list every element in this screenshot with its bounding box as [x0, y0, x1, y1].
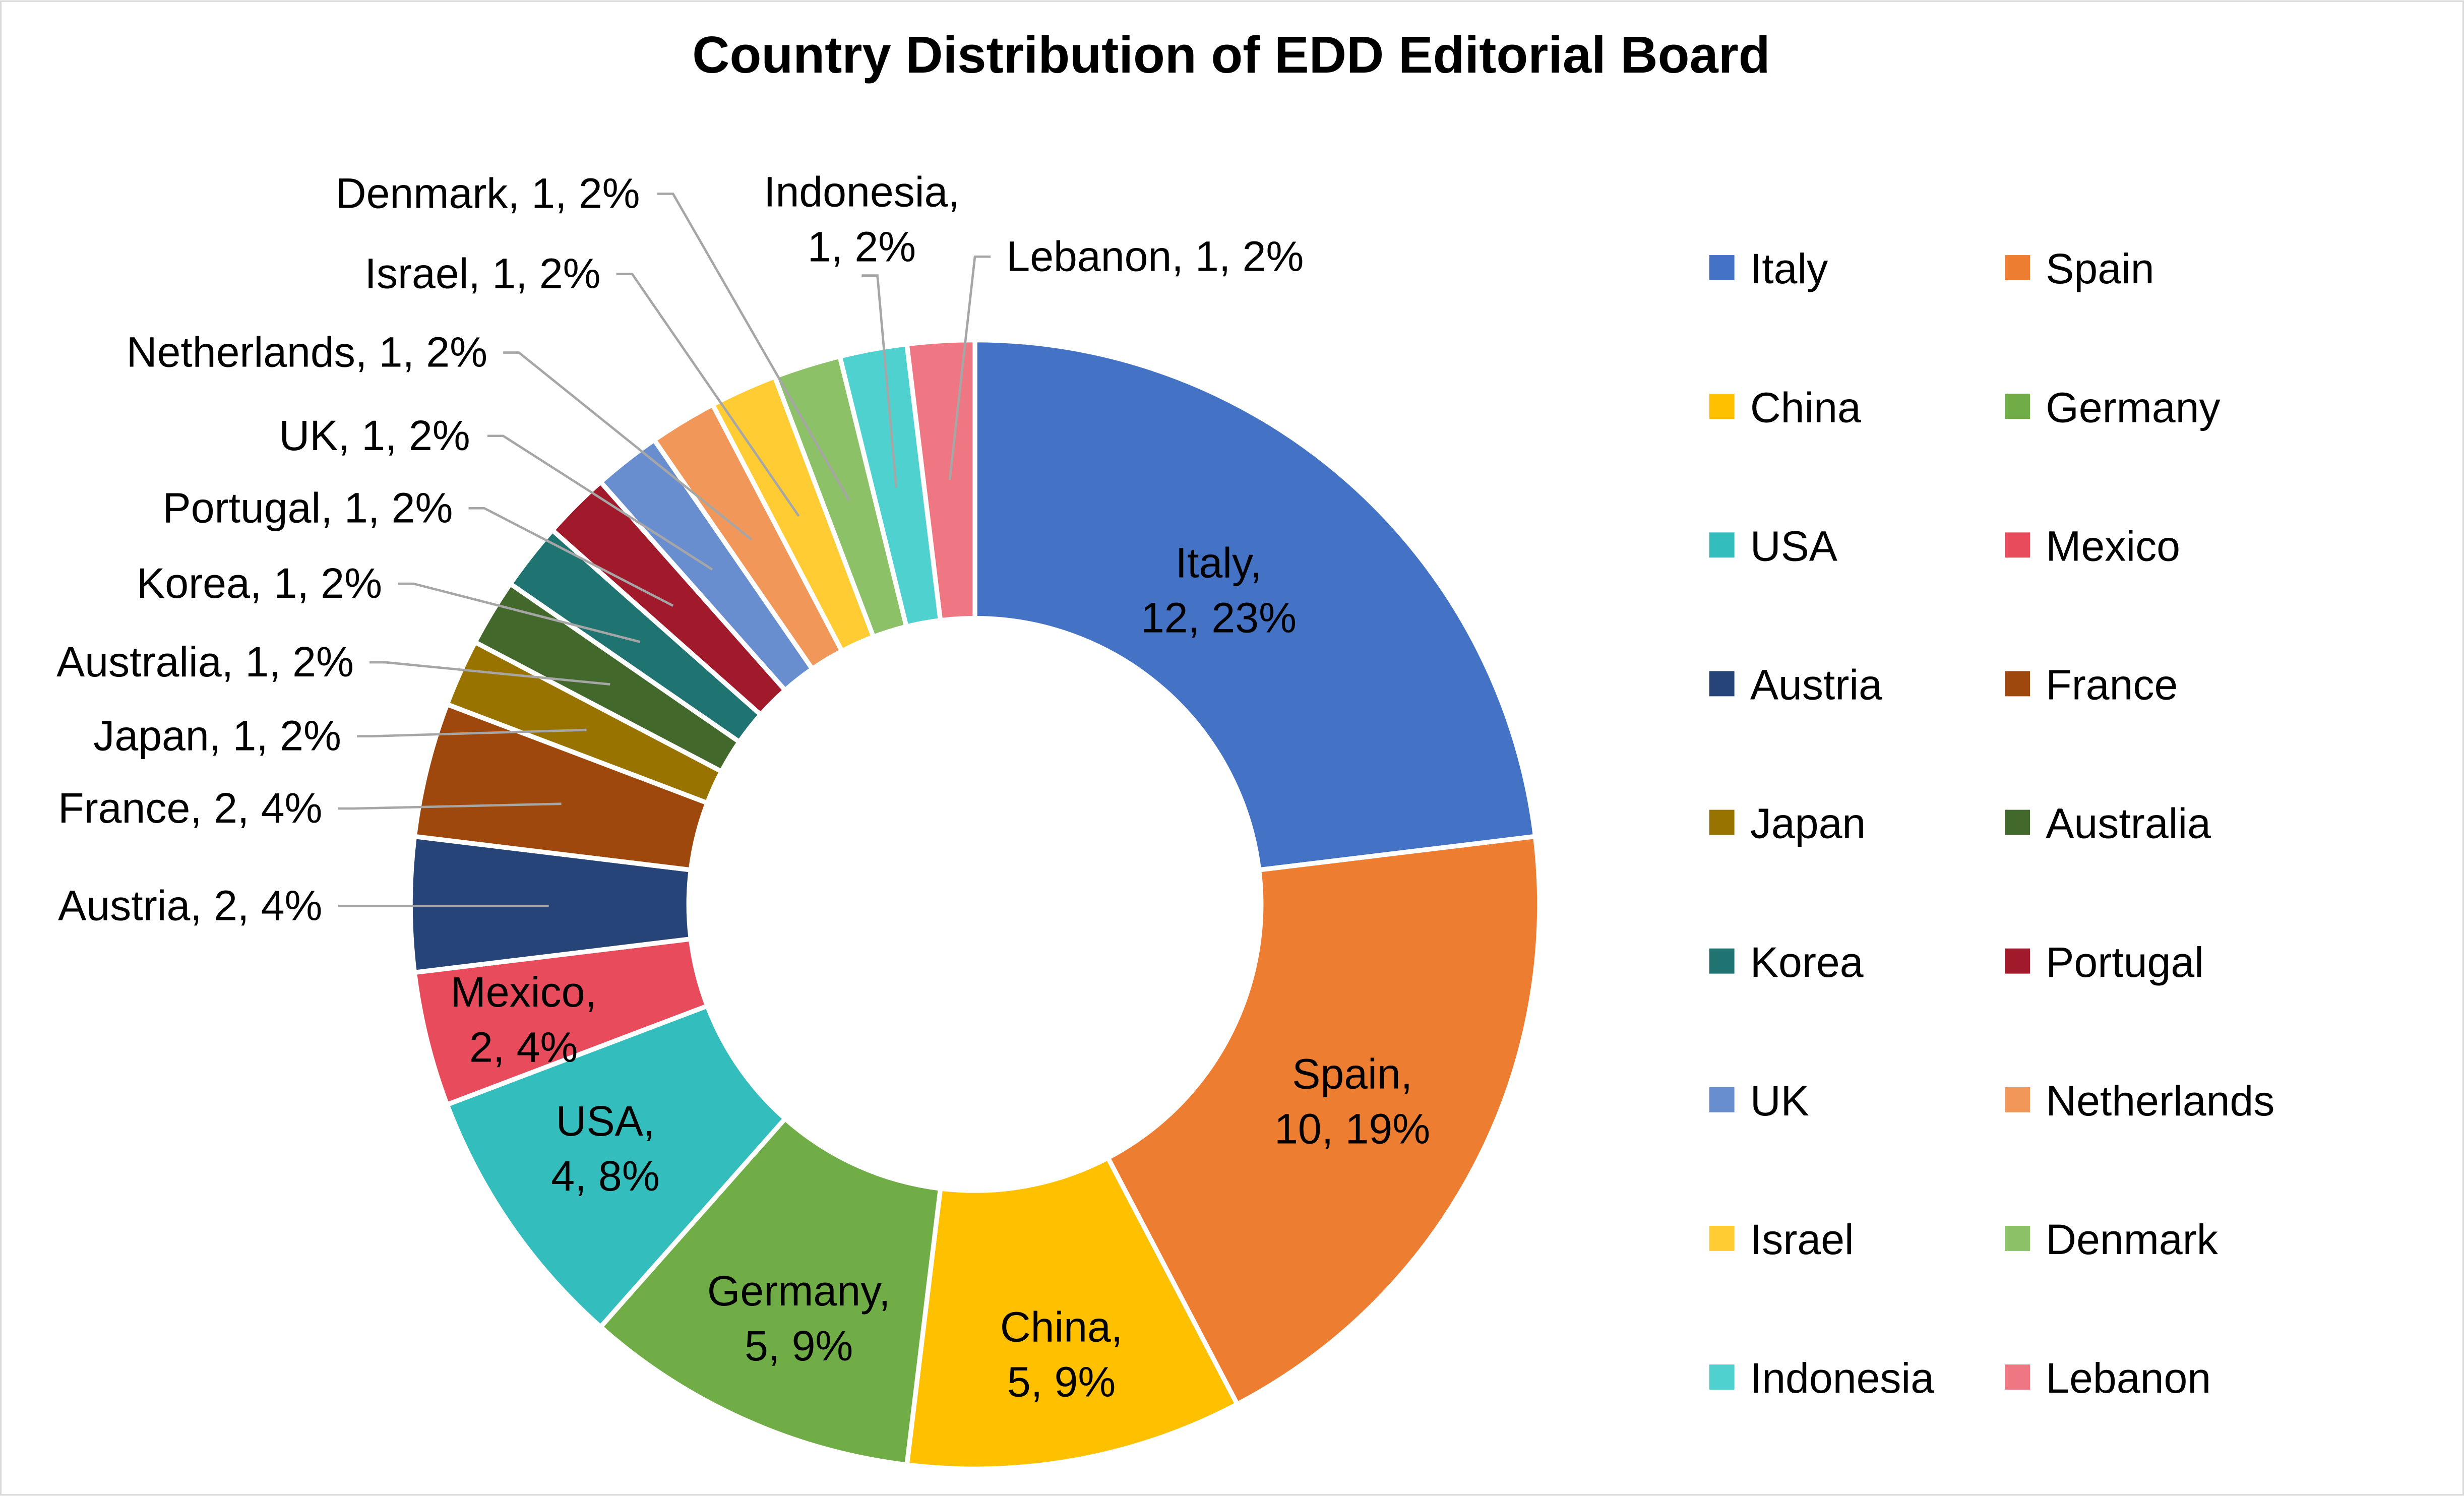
data-label-italy: Italy, 12, 23% — [1141, 539, 1297, 642]
legend-swatch — [1709, 671, 1735, 697]
legend-item-lebanon: Lebanon — [2005, 1354, 2211, 1402]
leader-line-denmark — [657, 193, 850, 501]
legend-swatch — [1709, 394, 1735, 419]
legend-swatch — [2005, 671, 2030, 697]
legend-item-mexico: Mexico — [2005, 522, 2180, 570]
legend-label: Lebanon — [2046, 1354, 2211, 1402]
legend-swatch — [2005, 1364, 2030, 1390]
legend-item-france: France — [2005, 661, 2178, 709]
legend-swatch — [2005, 1087, 2030, 1112]
legend-label: Spain — [2046, 245, 2154, 292]
slice-usa — [444, 1003, 789, 1331]
legend-item-portugal: Portugal — [2005, 939, 2204, 986]
data-label-japan: Japan, 1, 2% — [93, 712, 341, 760]
legend-item-denmark: Denmark — [2005, 1216, 2219, 1263]
legend-swatch — [2005, 1225, 2030, 1251]
slice-china — [904, 1154, 1241, 1471]
legend-item-spain: Spain — [2005, 245, 2154, 292]
data-label-france: France, 2, 4% — [58, 784, 322, 832]
legend-item-usa: USA — [1709, 522, 1838, 570]
legend-label: Israel — [1750, 1216, 1854, 1263]
leader-line-indonesia — [861, 274, 898, 488]
legend-item-netherlands: Netherlands — [2005, 1077, 2274, 1125]
chart-title: Country Distribution of EDD Editorial Bo… — [692, 26, 1770, 84]
legend-item-korea: Korea — [1709, 939, 1864, 986]
data-label-korea: Korea, 1, 2% — [137, 559, 382, 607]
legend-label: UK — [1750, 1077, 1809, 1125]
legend-item-china: China — [1709, 384, 1861, 431]
legend-label: Denmark — [2046, 1216, 2219, 1263]
data-label-china: China, 5, 9% — [1000, 1303, 1123, 1406]
leader-line-portugal — [468, 507, 674, 607]
legend-label: China — [1750, 384, 1861, 431]
slices — [408, 337, 1542, 1471]
legend-label: Portugal — [2046, 939, 2204, 986]
legend-swatch — [1709, 809, 1735, 835]
data-label-austria: Austria, 2, 4% — [58, 882, 322, 929]
legend-swatch — [2005, 532, 2030, 558]
leader-line-netherlands — [503, 351, 753, 541]
legend-item-germany: Germany — [2005, 384, 2221, 431]
legend-swatch — [2005, 809, 2030, 835]
legend-item-israel: Israel — [1709, 1216, 1854, 1263]
data-label-denmark: Denmark, 1, 2% — [336, 170, 640, 217]
slice-italy — [972, 337, 1538, 873]
legend-label: Italy — [1750, 245, 1828, 292]
data-label-israel: Israel, 1, 2% — [364, 250, 600, 297]
data-label-netherlands: Netherlands, 1, 2% — [127, 329, 487, 376]
slice-germany — [597, 1115, 943, 1468]
leader-line-australia — [369, 661, 610, 685]
legend-item-japan: Japan — [1709, 800, 1866, 847]
data-label-portugal: Portugal, 1, 2% — [163, 484, 453, 531]
legend-label: Korea — [1750, 939, 1864, 986]
leader-line-israel — [616, 273, 800, 517]
data-label-uk: UK, 1, 2% — [279, 412, 470, 459]
data-label-lebanon: Lebanon, 1, 2% — [1006, 232, 1304, 280]
leader-lines — [338, 193, 991, 907]
legend-label: France — [2046, 661, 2178, 709]
legend-label: Austria — [1750, 661, 1882, 709]
slice-spain — [1104, 834, 1542, 1408]
legend-swatch — [1709, 948, 1735, 974]
legend-item-indonesia: Indonesia — [1709, 1354, 1934, 1402]
legend-label: Mexico — [2046, 522, 2180, 570]
legend-swatch — [1709, 255, 1735, 280]
legend-label: Japan — [1750, 800, 1866, 847]
legend: Italy Spain China Germany USA Mexico Austria Fr… — [1709, 245, 2274, 1402]
legend-item-uk: UK — [1709, 1077, 1809, 1125]
legend-label: Netherlands — [2046, 1077, 2274, 1125]
legend-label: Indonesia — [1750, 1354, 1934, 1402]
legend-item-austria: Austria — [1709, 661, 1882, 709]
legend-swatch — [2005, 394, 2030, 419]
data-label-australia: Australia, 1, 2% — [56, 638, 354, 685]
legend-label: USA — [1750, 522, 1838, 570]
legend-swatch — [1709, 1225, 1735, 1251]
data-label-usa: USA, 4, 8% — [551, 1097, 659, 1200]
legend-item-italy: Italy — [1709, 245, 1828, 292]
leader-line-japan — [357, 728, 587, 737]
legend-item-australia: Australia — [2005, 800, 2211, 847]
legend-swatch — [2005, 948, 2030, 974]
legend-swatch — [2005, 255, 2030, 280]
data-label-mexico: Mexico, 2, 4% — [451, 968, 597, 1071]
leader-line-france — [338, 802, 562, 810]
leader-line-uk — [487, 434, 713, 571]
data-label-indonesia: Indonesia, 1, 2% — [764, 168, 960, 270]
legend-label: Germany — [2046, 384, 2220, 431]
data-labels: Italy, 12, 23% Spain, 10, 19% China, 5, 9% Ger… — [56, 168, 1430, 1405]
legend-swatch — [1709, 532, 1735, 558]
legend-label: Australia — [2046, 800, 2211, 847]
data-label-spain: Spain, 10, 19% — [1274, 1050, 1430, 1152]
legend-swatch — [1709, 1364, 1735, 1390]
leader-line-korea — [398, 582, 641, 643]
data-label-germany: Germany, 5, 9% — [707, 1267, 890, 1369]
legend-swatch — [1709, 1087, 1735, 1112]
leader-line-lebanon — [948, 255, 991, 480]
